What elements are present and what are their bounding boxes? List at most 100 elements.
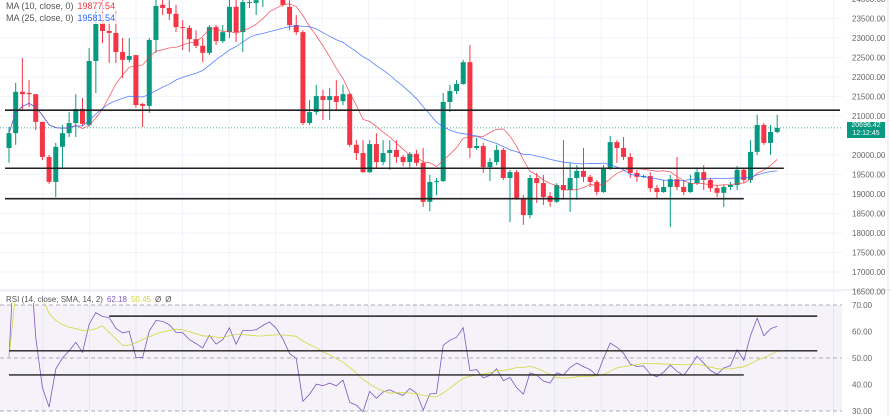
candle	[434, 178, 440, 196]
candle-body	[200, 45, 206, 53]
candle-body	[233, 6, 239, 33]
rsi-extra-2: Ø	[165, 295, 172, 304]
candle	[106, 20, 112, 63]
candle-body	[59, 133, 65, 147]
ma25-value: 19581.54	[77, 13, 116, 23]
price-tick-label: 18000.00	[852, 229, 886, 238]
candle-body	[427, 181, 433, 202]
ma10-legend: MA (10, close, 0) 19877.54	[6, 1, 120, 12]
candle-body	[627, 156, 633, 173]
candle	[727, 181, 733, 191]
candle	[206, 25, 212, 56]
candle	[514, 169, 520, 200]
rsi-tick-label: 60.00	[852, 328, 873, 337]
ma25-legend: MA (25, close, 0) 19581.54	[6, 13, 120, 24]
candle	[120, 38, 126, 79]
candle-body	[140, 103, 146, 106]
candle	[307, 100, 313, 125]
candle-body	[93, 23, 99, 62]
candle-body	[180, 27, 186, 29]
candle	[373, 133, 379, 168]
candle	[447, 84, 453, 113]
candle-body	[694, 172, 700, 184]
candle-body	[39, 121, 45, 157]
candle-body	[320, 96, 326, 101]
candle-body	[186, 27, 192, 40]
candle	[200, 38, 206, 63]
candle	[262, 0, 264, 7]
candle-body	[280, 0, 286, 5]
rsi-tick-label: 40.00	[852, 381, 873, 390]
candle	[287, 0, 293, 31]
rsi-tick-label: 70.00	[852, 301, 873, 310]
candle	[46, 155, 52, 184]
candle	[574, 165, 580, 200]
price-tick-label: 20000.00	[852, 151, 886, 160]
candle	[86, 48, 92, 127]
candle	[587, 174, 593, 187]
candle	[340, 84, 346, 106]
candle-body	[113, 32, 119, 53]
candle	[220, 25, 226, 44]
candle-body	[6, 133, 12, 148]
candle	[774, 114, 780, 134]
candle	[487, 158, 493, 182]
candle	[527, 174, 533, 219]
candle	[126, 38, 132, 63]
candle-body	[661, 186, 667, 193]
candle-body	[300, 32, 306, 124]
candle	[393, 140, 399, 163]
candle-body	[240, 2, 246, 33]
candle-body	[687, 183, 693, 193]
candle-body	[166, 7, 172, 14]
candle	[73, 94, 79, 138]
candle	[721, 185, 727, 207]
candle-body	[206, 27, 212, 53]
candle	[300, 30, 306, 125]
candle-body	[213, 27, 219, 42]
candle-body	[226, 6, 232, 33]
grid	[0, 0, 842, 416]
candle	[333, 80, 339, 111]
candle	[39, 121, 45, 161]
candle-body	[487, 162, 493, 168]
ma10-line	[8, 3, 778, 191]
candle	[153, 0, 159, 53]
candle-body	[253, 0, 259, 3]
candle-body	[654, 188, 660, 193]
candle-body	[19, 91, 25, 95]
candle-body	[500, 149, 506, 179]
candle-body	[327, 96, 333, 101]
candle-body	[754, 124, 760, 152]
candle-body	[407, 153, 413, 163]
rsi-value: 62.18	[106, 295, 127, 304]
candle-body	[534, 178, 540, 184]
price-axis[interactable]: 24000.00 23500.00 23000.00 22500.00 22000.00…	[852, 0, 886, 416]
candle	[380, 140, 386, 166]
rsi-legend: RSI (14, close, SMA, 14, 2) 62.18 50.45 Ø Ø	[6, 294, 175, 305]
price-tick-label: 21500.00	[852, 93, 886, 102]
candle	[240, 0, 246, 53]
candle-body	[293, 25, 299, 33]
candle-body	[574, 170, 580, 179]
ma10-label: MA (10, close, 0)	[6, 1, 74, 11]
candle-body	[567, 178, 573, 191]
candle-body	[727, 185, 733, 187]
candle-body	[79, 108, 85, 124]
candle	[26, 80, 32, 108]
candle-body	[587, 176, 593, 182]
candle-body	[146, 39, 152, 106]
candle-body	[514, 172, 520, 198]
candle	[701, 165, 707, 191]
current-price: 20696.42	[851, 122, 881, 129]
candle-body	[527, 178, 533, 216]
candle-body	[467, 62, 473, 148]
candle-body	[507, 172, 513, 179]
price-tick-label: 23500.00	[852, 15, 886, 24]
candle-body	[681, 186, 687, 193]
candle	[761, 123, 767, 145]
candle	[554, 183, 560, 203]
candle	[320, 89, 326, 120]
candle	[33, 94, 39, 131]
